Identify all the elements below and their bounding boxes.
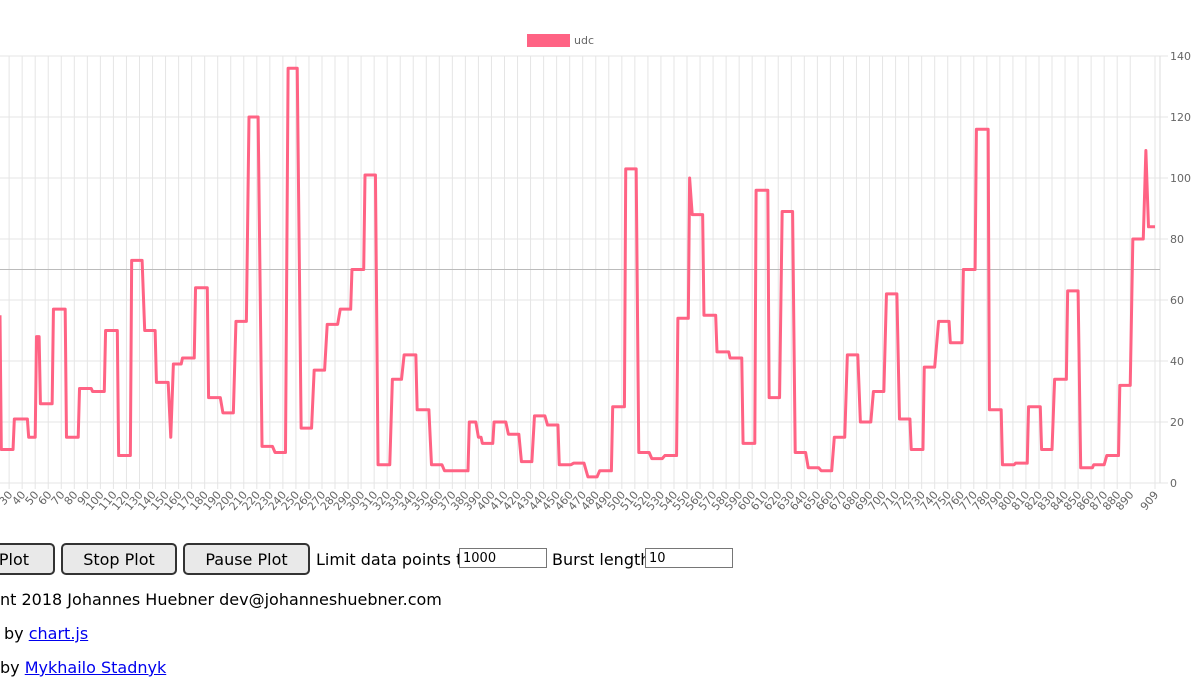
burst-label: Burst length: <box>552 549 656 569</box>
y-tick-label: 60 <box>1170 294 1184 307</box>
y-tick-label: 20 <box>1170 416 1184 429</box>
series-line <box>0 66 1155 479</box>
y-tick-label: 100 <box>1170 172 1191 185</box>
author-link[interactable]: Mykhailo Stadnyk <box>24 658 167 677</box>
copyright: nt 2018 Johannes Huebner dev@johanneshue… <box>0 590 442 609</box>
author-prefix: by <box>0 658 20 677</box>
author-credit: by Mykhailo Stadnyk <box>0 658 166 677</box>
limit-label: Limit data points to: <box>316 549 478 569</box>
burst-input[interactable] <box>645 548 733 568</box>
y-tick-label: 80 <box>1170 233 1184 246</box>
pause-button[interactable]: Pause Plot <box>183 543 310 575</box>
y-tick-label: 40 <box>1170 355 1184 368</box>
limit-input[interactable] <box>459 548 547 568</box>
chart-credit: by chart.js <box>0 624 88 643</box>
legend-swatch <box>527 34 570 47</box>
start-button[interactable]: Plot <box>0 543 55 575</box>
chart: 0204060801001201403040506070809010011012… <box>0 34 1191 513</box>
legend-label: udc <box>574 34 594 47</box>
x-tick-label: 909 <box>1138 489 1161 513</box>
credit-prefix: by <box>4 624 24 643</box>
y-tick-label: 0 <box>1170 477 1177 490</box>
y-tick-label: 120 <box>1170 111 1191 124</box>
stop-button[interactable]: Stop Plot <box>61 543 177 575</box>
chart-link[interactable]: chart.js <box>28 624 89 643</box>
y-tick-label: 140 <box>1170 50 1191 63</box>
